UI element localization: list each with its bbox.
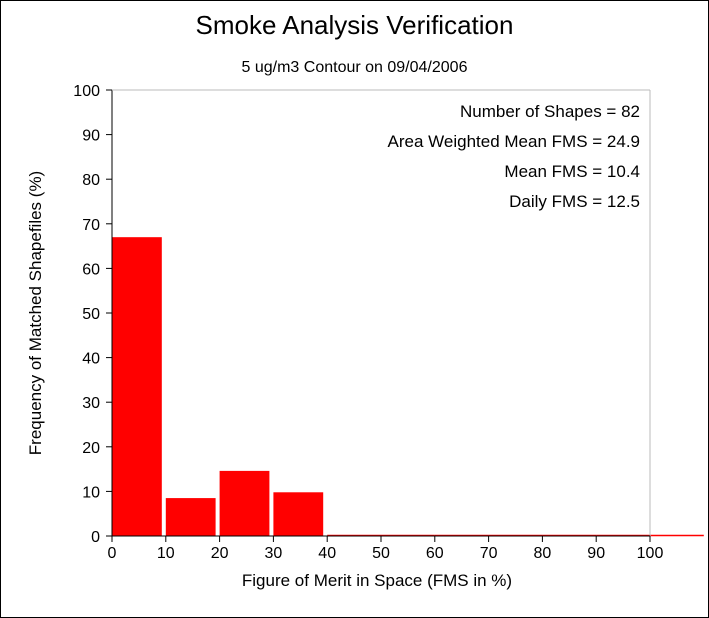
x-tick-label-100: 100 bbox=[637, 545, 664, 562]
y-tick-label-40: 40 bbox=[82, 351, 100, 368]
annotation-4: Daily FMS = 12.5 bbox=[509, 192, 640, 211]
x-tick-label-30: 30 bbox=[265, 545, 283, 562]
x-tick-label-10: 10 bbox=[157, 545, 175, 562]
bar-30 bbox=[273, 492, 324, 536]
y-tick-label-100: 100 bbox=[73, 83, 100, 100]
bars-group bbox=[112, 237, 704, 537]
y-tick-label-70: 70 bbox=[82, 217, 100, 234]
y-tick-label-20: 20 bbox=[82, 440, 100, 457]
bar-0 bbox=[112, 237, 162, 536]
y-tick-label-50: 50 bbox=[82, 306, 100, 323]
chart-subtitle: 5 ug/m3 Contour on 09/04/2006 bbox=[241, 59, 468, 76]
y-axis-label: Frequency of Matched Shapefiles (%) bbox=[26, 171, 45, 455]
x-tick-label-80: 80 bbox=[534, 545, 552, 562]
y-tick-label-0: 0 bbox=[91, 529, 100, 546]
chart-title: Smoke Analysis Verification bbox=[195, 10, 514, 40]
annotation-2: Area Weighted Mean FMS = 24.9 bbox=[388, 132, 640, 151]
axes-group bbox=[111, 89, 651, 537]
x-tick-label-0: 0 bbox=[108, 545, 117, 562]
annotations-group: Number of Shapes = 82 Area Weighted Mean … bbox=[388, 102, 640, 211]
bar-20 bbox=[219, 470, 270, 536]
x-axis-label: Figure of Merit in Space (FMS in %) bbox=[242, 571, 512, 590]
x-tick-label-20: 20 bbox=[211, 545, 229, 562]
x-tick-label-70: 70 bbox=[480, 545, 498, 562]
y-tick-label-30: 30 bbox=[82, 395, 100, 412]
ticks-group: 0 10 20 30 40 50 60 70 80 90 100 0 10 20 30 40 50 60 70 80 9… bbox=[73, 83, 663, 562]
x-tick-label-90: 90 bbox=[587, 545, 605, 562]
annotation-1: Number of Shapes = 82 bbox=[460, 102, 640, 121]
y-tick-label-10: 10 bbox=[82, 484, 100, 501]
y-tick-label-60: 60 bbox=[82, 261, 100, 278]
x-tick-label-60: 60 bbox=[426, 545, 444, 562]
x-tick-label-40: 40 bbox=[318, 545, 336, 562]
x-tick-label-50: 50 bbox=[372, 545, 390, 562]
bar-10 bbox=[165, 498, 216, 536]
y-tick-label-80: 80 bbox=[82, 172, 100, 189]
annotation-3: Mean FMS = 10.4 bbox=[504, 162, 640, 181]
y-tick-label-90: 90 bbox=[82, 128, 100, 145]
